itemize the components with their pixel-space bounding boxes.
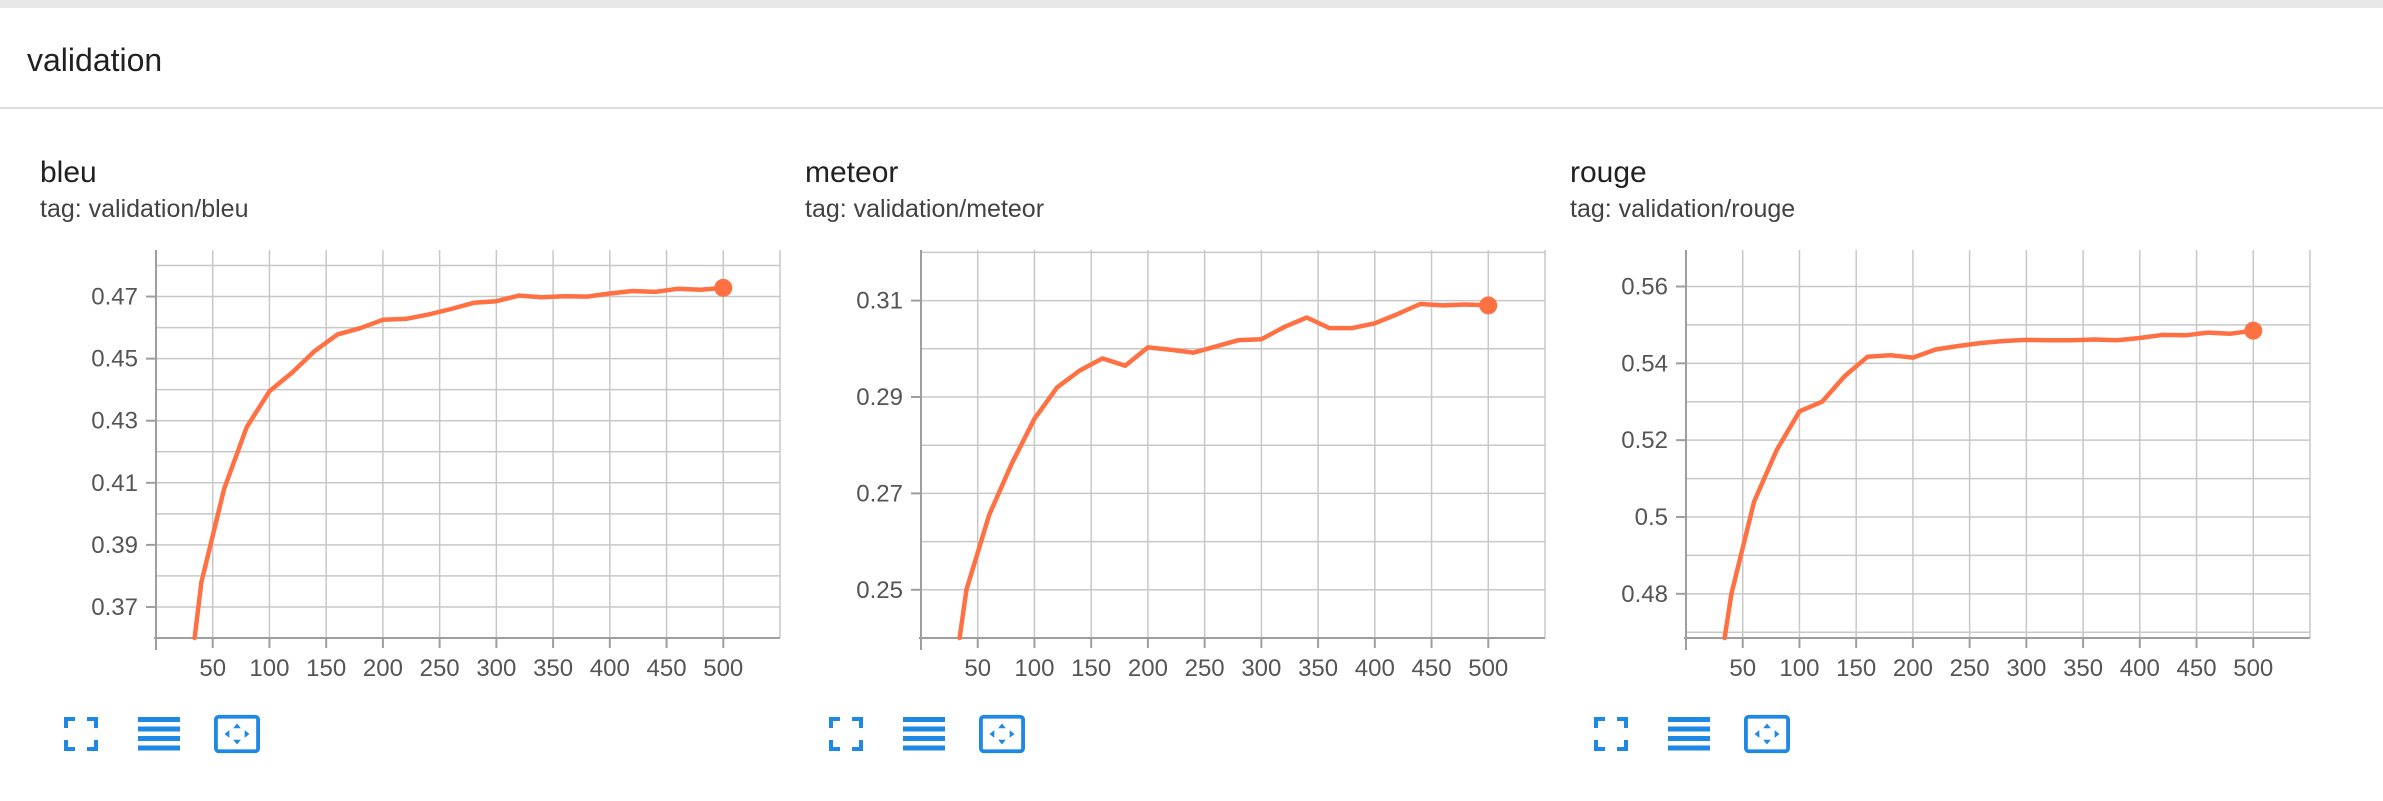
y-tick-label: 0.56: [1621, 273, 1668, 300]
series-line: [957, 301, 1491, 641]
section-header[interactable]: validation: [0, 8, 2383, 109]
fullscreen-button[interactable]: [1588, 711, 1634, 757]
x-tick-label: 350: [1298, 655, 1338, 682]
chart-toolbar: [58, 710, 260, 758]
y-tick-label: 0.41: [91, 470, 138, 497]
y-tick-label: 0.25: [856, 577, 903, 604]
top-divider: [0, 0, 2383, 8]
fit-domain-icon: [979, 714, 1025, 754]
chart-plot-bleu[interactable]: 0.37 0.39 0.41 0.43 0.45 0.47 50 100 150 200 250 30…: [28, 240, 788, 700]
x-tick-label: 300: [1241, 655, 1281, 682]
y-tick-label: 0.29: [856, 384, 903, 411]
y-tick-label: 0.52: [1621, 427, 1668, 454]
fullscreen-icon: [829, 717, 863, 751]
y-tick-label: 0.45: [91, 346, 138, 373]
card-title: bleu: [40, 156, 97, 189]
x-tick-label: 50: [1729, 655, 1756, 682]
x-tick-label: 100: [249, 655, 289, 682]
toggle-log-button[interactable]: [901, 711, 947, 757]
x-tick-label: 500: [2233, 655, 2273, 682]
x-tick-label: 200: [1893, 655, 1933, 682]
chart-card-rouge: rouge tag: validation/rouge 0.48 0.5 0.52 0…: [1558, 150, 2318, 790]
fit-domain-icon: [214, 714, 260, 754]
chart-card-bleu: bleu tag: validation/bleu 0.37 0.39 0.41 0.…: [28, 150, 788, 790]
x-tick-label: 300: [2006, 655, 2046, 682]
x-tick-label: 200: [363, 655, 403, 682]
fullscreen-button[interactable]: [58, 711, 104, 757]
toggle-log-button[interactable]: [1666, 711, 1712, 757]
card-tag: tag: validation/rouge: [1570, 195, 1796, 223]
x-tick-label: 300: [476, 655, 516, 682]
y-tick-label: 0.54: [1621, 350, 1668, 377]
series-line: [192, 285, 726, 641]
fit-domain-button[interactable]: [979, 711, 1025, 757]
fit-domain-button[interactable]: [214, 711, 260, 757]
chart-toolbar: [823, 710, 1025, 758]
list-icon: [1668, 717, 1710, 751]
card-tag: tag: validation/meteor: [805, 195, 1045, 223]
x-tick-label: 150: [1071, 655, 1111, 682]
x-tick-label: 250: [420, 655, 460, 682]
card-tag: tag: validation/bleu: [40, 195, 249, 223]
fullscreen-icon: [64, 717, 98, 751]
x-tick-label: 500: [1468, 655, 1508, 682]
y-tick-label: 0.27: [856, 480, 903, 507]
y-tick-label: 0.43: [91, 408, 138, 435]
fullscreen-icon: [1594, 717, 1628, 751]
list-icon: [138, 717, 180, 751]
x-tick-label: 100: [1014, 655, 1054, 682]
last-point-marker: [2244, 321, 2263, 340]
last-point-marker: [1479, 296, 1498, 315]
x-tick-label: 150: [1836, 655, 1876, 682]
x-tick-label: 50: [199, 655, 226, 682]
chart-card-meteor: meteor tag: validation/meteor 0.25 0.27 0.…: [793, 150, 1553, 790]
x-tick-label: 400: [1355, 655, 1395, 682]
x-tick-label: 450: [1412, 655, 1452, 682]
y-tick-label: 0.37: [91, 594, 138, 621]
x-tick-label: 450: [647, 655, 687, 682]
list-icon: [903, 717, 945, 751]
section-title: validation: [27, 42, 163, 78]
chart-plot-meteor[interactable]: 0.25 0.27 0.29 0.31 50 100 150 200 250 300 350 400 4…: [793, 240, 1553, 700]
fit-domain-button[interactable]: [1744, 711, 1790, 757]
last-point-marker: [714, 278, 733, 297]
fit-domain-icon: [1744, 714, 1790, 754]
fullscreen-button[interactable]: [823, 711, 869, 757]
y-tick-label: 0.31: [856, 288, 903, 315]
card-title: rouge: [1570, 156, 1647, 189]
x-tick-label: 450: [2177, 655, 2217, 682]
x-tick-label: 250: [1950, 655, 1990, 682]
x-tick-label: 150: [306, 655, 346, 682]
y-tick-label: 0.39: [91, 532, 138, 559]
y-tick-label: 0.47: [91, 284, 138, 311]
series-line: [1722, 328, 2256, 641]
x-tick-label: 250: [1185, 655, 1225, 682]
x-tick-label: 500: [703, 655, 743, 682]
toggle-log-button[interactable]: [136, 711, 182, 757]
x-tick-label: 200: [1128, 655, 1168, 682]
y-tick-label: 0.48: [1621, 581, 1668, 608]
chart-toolbar: [1588, 710, 1790, 758]
x-tick-label: 100: [1779, 655, 1819, 682]
x-tick-label: 50: [964, 655, 991, 682]
y-tick-label: 0.5: [1635, 504, 1668, 531]
chart-plot-rouge[interactable]: 0.48 0.5 0.52 0.54 0.56 50 100 150 200 250 300 350 4…: [1558, 240, 2318, 700]
x-tick-label: 350: [533, 655, 573, 682]
x-tick-label: 350: [2063, 655, 2103, 682]
x-tick-label: 400: [2120, 655, 2160, 682]
card-title: meteor: [805, 156, 899, 189]
x-tick-label: 400: [590, 655, 630, 682]
